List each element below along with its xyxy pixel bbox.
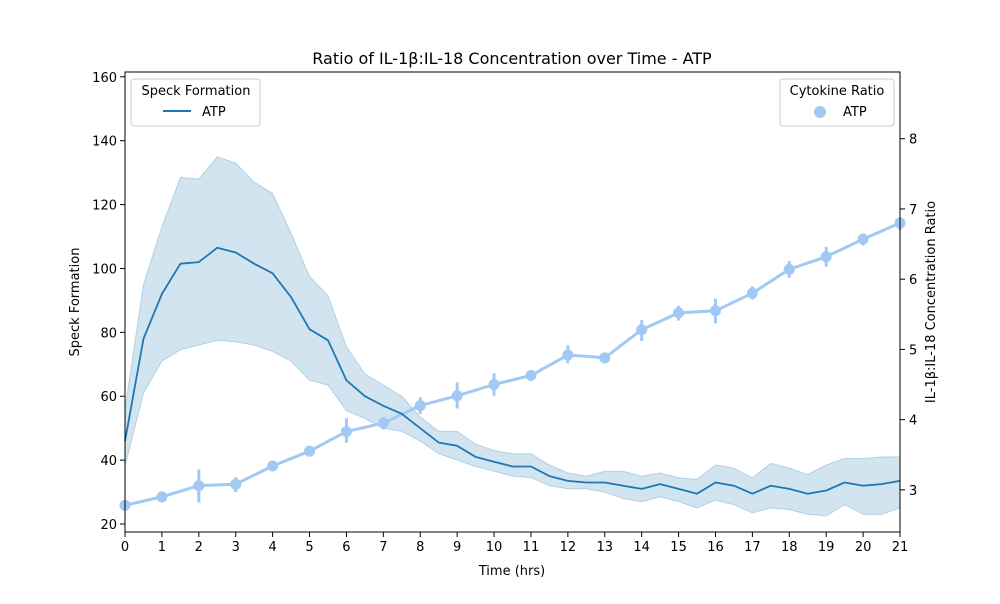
data-point-cytokine-ratio — [820, 251, 832, 263]
data-point-cytokine-ratio — [451, 390, 463, 402]
x-tick-label: 18 — [781, 540, 798, 555]
y-right-tick-label: 6 — [909, 273, 917, 288]
y-right-tick-label: 7 — [909, 203, 917, 218]
data-point-cytokine-ratio — [414, 400, 426, 412]
legend-cytokine-ratio: Cytokine Ratio ATP — [779, 78, 895, 127]
data-point-cytokine-ratio — [525, 369, 537, 381]
y-left-tick-label: 80 — [100, 326, 117, 341]
band-layer — [124, 156, 901, 517]
x-tick-label: 11 — [523, 540, 540, 555]
left-series-layer — [124, 246, 901, 495]
x-tick-label: 15 — [670, 540, 687, 555]
data-point-cytokine-ratio — [156, 491, 168, 503]
x-axis-label: Time (hrs) — [478, 564, 545, 579]
series-line-cytokine-ratio — [124, 221, 901, 507]
y-right-tick-label: 3 — [909, 484, 917, 499]
x-tick-label: 16 — [707, 540, 724, 555]
y-left-tick-label: 60 — [100, 390, 117, 405]
data-point-cytokine-ratio — [746, 287, 758, 299]
legend-cytokine-box — [779, 78, 895, 127]
y-left-tick-label: 160 — [92, 71, 117, 86]
y-axis-right: 3 4 5 6 7 8 — [900, 133, 917, 499]
y-left-tick-label: 100 — [92, 262, 117, 277]
x-tick-label: 10 — [486, 540, 503, 555]
y-axis-label-right: IL-1β:IL-18 Concentration Ratio — [924, 201, 939, 403]
x-tick-label: 19 — [818, 540, 835, 555]
data-point-cytokine-ratio — [377, 417, 389, 429]
x-axis: 0 1 2 3 4 5 6 7 8 9 10 11 12 13 14 15 16 17 18 19 20 21 — [121, 532, 908, 555]
x-tick-label: 13 — [596, 540, 613, 555]
data-point-cytokine-ratio — [783, 263, 795, 275]
y-axis-label-left: Speck Formation — [68, 248, 83, 357]
legend-speck-entry: ATP — [202, 105, 226, 120]
x-tick-label: 20 — [855, 540, 872, 555]
legend-speck-title: Speck Formation — [142, 84, 251, 99]
legend-cytokine-title: Cytokine Ratio — [790, 84, 885, 99]
legend-speck-box — [130, 78, 261, 127]
legend-speck-formation: Speck Formation ATP — [130, 78, 261, 127]
y-left-tick-label: 140 — [92, 135, 117, 150]
x-tick-label: 5 — [305, 540, 313, 555]
x-tick-label: 14 — [633, 540, 650, 555]
y-left-tick-label: 20 — [100, 518, 117, 533]
x-tick-label: 3 — [232, 540, 240, 555]
plot-frame — [124, 71, 901, 533]
x-tick-label: 1 — [158, 540, 166, 555]
x-tick-label: 21 — [892, 540, 909, 555]
y-left-tick-label: 120 — [92, 199, 117, 214]
confidence-band-speck — [124, 156, 901, 517]
data-point-cytokine-ratio — [267, 460, 279, 472]
legend-cytokine-swatch — [814, 106, 826, 118]
x-tick-label: 2 — [195, 540, 203, 555]
series-line-speck-formation — [124, 246, 901, 495]
x-tick-label: 4 — [268, 540, 276, 555]
data-point-cytokine-ratio — [636, 324, 648, 336]
data-point-cytokine-ratio — [599, 352, 611, 364]
data-point-cytokine-ratio — [709, 305, 721, 317]
data-point-cytokine-ratio — [488, 379, 500, 391]
legend-cytokine-entry: ATP — [843, 105, 867, 120]
x-tick-label: 6 — [342, 540, 350, 555]
x-tick-label: 9 — [453, 540, 461, 555]
chart-title: Ratio of IL-1β:IL-18 Concentration over … — [312, 49, 712, 68]
x-tick-label: 8 — [416, 540, 424, 555]
y-right-tick-label: 5 — [909, 343, 917, 358]
y-right-tick-label: 8 — [909, 133, 917, 148]
data-point-cytokine-ratio — [857, 233, 869, 245]
y-axis-left: 20 40 60 80 100 120 140 160 — [92, 71, 125, 533]
data-point-cytokine-ratio — [193, 480, 205, 492]
x-tick-label: 7 — [379, 540, 387, 555]
x-tick-label: 0 — [121, 540, 129, 555]
data-point-cytokine-ratio — [230, 478, 242, 490]
data-point-cytokine-ratio — [304, 445, 316, 457]
data-point-cytokine-ratio — [340, 426, 352, 438]
y-left-tick-label: 40 — [100, 454, 117, 469]
data-point-cytokine-ratio — [562, 349, 574, 361]
data-point-cytokine-ratio — [673, 307, 685, 319]
y-right-tick-label: 4 — [909, 414, 917, 429]
x-tick-label: 12 — [560, 540, 577, 555]
x-tick-label: 17 — [744, 540, 761, 555]
right-series-layer — [119, 217, 906, 511]
